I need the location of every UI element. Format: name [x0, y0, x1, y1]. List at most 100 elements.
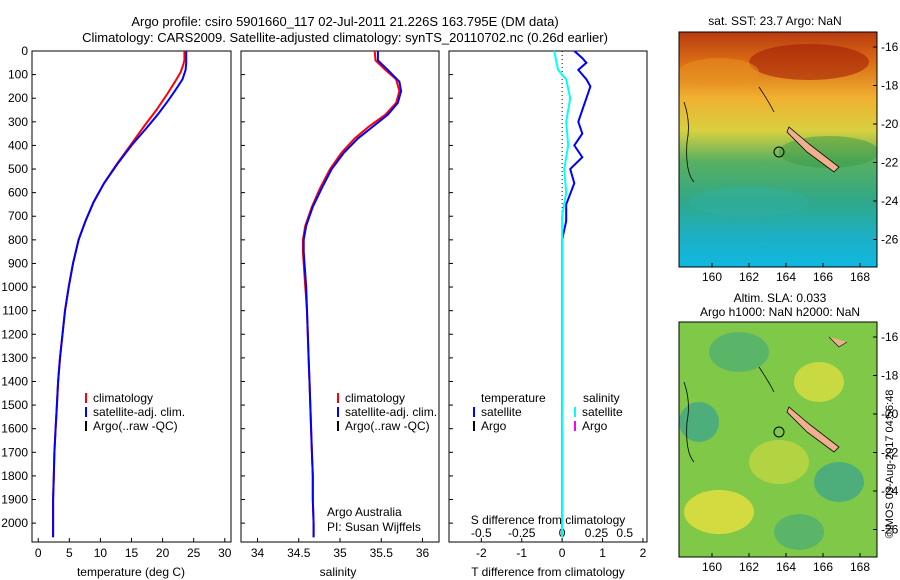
x-tick-label: 20	[156, 546, 170, 560]
series-line	[52, 51, 186, 538]
map-y-tick-label: -20	[881, 407, 899, 421]
map-y-tick-label: -24	[881, 194, 899, 208]
legend-entry: satellite	[481, 405, 522, 419]
salinity-plot: 34 34.5 35 35.5 36	[241, 50, 430, 560]
credit-stamp: ©IMOS 03-Aug-2017 04:56:48	[884, 390, 896, 539]
x-tick-label: 0	[35, 546, 42, 560]
x-tick-label: 34	[251, 546, 265, 560]
x-tick-label: 5	[66, 546, 73, 560]
y-tick-label: 200	[8, 91, 28, 105]
difference-plot: -2 -1 0 1 2-0.5 -0.25 0 0.25 0.5	[449, 50, 647, 560]
s-tick-label: -0.5	[471, 526, 492, 540]
x-tick-label: 35.5	[370, 546, 394, 560]
y-tick-label: 700	[8, 209, 28, 223]
map-x-tick-label: 168	[850, 270, 870, 284]
sla-map-title-1: Altim. SLA: 0.033	[734, 291, 827, 305]
y-tick-label: 1200	[1, 327, 28, 341]
map-x-tick-label: 160	[702, 560, 722, 574]
legend-entry: climatology	[345, 391, 405, 405]
salinity-xlabel: salinity	[320, 565, 357, 579]
legend-entry: satellite-adj. clim.	[345, 405, 437, 419]
y-tick-label: 400	[8, 138, 28, 152]
map-y-tick-label: -18	[881, 369, 899, 383]
legend-entry: satellite-adj. clim.	[93, 405, 185, 419]
series-line	[301, 50, 401, 538]
sst-map-image	[679, 32, 877, 267]
y-tick-label: 500	[8, 162, 28, 176]
map-x-tick-label: 162	[739, 270, 759, 284]
y-tick-label: 1500	[1, 398, 28, 412]
map-ticks: 160 162 164 166 168 -16 -18 -20 -22 -24 -26 160 162 1…	[702, 40, 899, 574]
salinity-annotation-2: PI: Susan Wijffels	[327, 520, 421, 534]
legend-title: temperature	[481, 391, 546, 405]
y-tick-label: 0	[21, 44, 28, 58]
map-x-tick-label: 168	[850, 560, 870, 574]
y-tick-label: 600	[8, 186, 28, 200]
s-tick-label: 0.25	[585, 526, 609, 540]
map-y-tick-label: -24	[881, 484, 899, 498]
map-x-tick-label: 164	[776, 560, 796, 574]
x-tick-label: 1	[599, 546, 606, 560]
difference-panel	[448, 50, 648, 543]
map-y-tick-label: -16	[881, 40, 899, 54]
s-tick-label: -0.25	[508, 526, 536, 540]
sla-map	[678, 321, 878, 558]
y-tick-label: 900	[8, 256, 28, 270]
legend-entry: Argo	[481, 419, 507, 433]
series-line	[52, 51, 188, 538]
y-tick-label: 1700	[1, 445, 28, 459]
y-tick-label: 1300	[1, 351, 28, 365]
x-tick-label: -1	[516, 546, 527, 560]
series-line	[553, 50, 572, 538]
x-tick-label: 30	[218, 546, 232, 560]
map-y-tick-label: -22	[881, 156, 899, 170]
y-tick-label: 1100	[2, 304, 28, 318]
s-tick-label: 0.5	[616, 526, 633, 540]
legend-entry: Argo(..raw -QC)	[345, 419, 430, 433]
map-y-tick-label: -26	[881, 233, 899, 247]
legend-entry: climatology	[93, 391, 153, 405]
map-y-tick-label: -18	[881, 79, 899, 93]
temperature-panel	[31, 50, 232, 543]
x-tick-label: 34.5	[287, 546, 311, 560]
x-tick-label: 2	[640, 546, 647, 560]
map-y-tick-label: -20	[881, 117, 899, 131]
difference-xlabel-top: S difference from climatology	[471, 513, 626, 527]
map-x-tick-label: 162	[739, 560, 759, 574]
y-tick-label: 1600	[1, 422, 28, 436]
sst-map-title: sat. SST: 23.7 Argo: NaN	[708, 14, 841, 28]
y-tick-label: 800	[8, 233, 28, 247]
sla-map-image	[679, 322, 877, 557]
map-x-tick-label: 160	[702, 270, 722, 284]
temperature-plot: 0 5 10 15 20 25 300100200300400500600700800900…	[1, 44, 231, 560]
x-tick-label: 36	[416, 546, 430, 560]
legend-title: salinity	[583, 391, 620, 405]
y-tick-label: 1400	[1, 374, 28, 388]
difference-xlabel: T difference from climatology	[471, 565, 625, 579]
y-tick-label: 1000	[1, 280, 28, 294]
title-line-2: Climatology: CARS2009. Satellite-adjuste…	[82, 30, 608, 45]
map-x-tick-label: 164	[776, 270, 796, 284]
y-tick-label: 300	[8, 115, 28, 129]
map-y-tick-label: -26	[881, 523, 899, 537]
legend-entry: Argo	[582, 419, 608, 433]
map-x-tick-label: 166	[813, 270, 833, 284]
x-tick-label: 0	[559, 546, 566, 560]
map-x-tick-label: 166	[813, 560, 833, 574]
y-tick-label: 1900	[1, 493, 28, 507]
series-line	[302, 51, 403, 538]
x-tick-label: 15	[125, 546, 139, 560]
x-tick-label: 10	[94, 546, 108, 560]
x-tick-label: 25	[187, 546, 201, 560]
title-line-1: Argo profile: csiro 5901660_117 02-Jul-2…	[131, 14, 558, 29]
legend-entry: satellite	[582, 405, 623, 419]
salinity-legend: climatology satellite-adj. clim. Argo(..…	[337, 391, 437, 433]
y-tick-label: 2000	[1, 516, 28, 530]
x-tick-label: 35	[333, 546, 347, 560]
y-tick-label: 1800	[1, 469, 28, 483]
sla-map-title-2: Argo h1000: NaN h2000: NaN	[700, 305, 860, 319]
map-y-tick-label: -16	[881, 330, 899, 344]
salinity-panel	[240, 50, 440, 543]
temperature-xlabel: temperature (deg C)	[77, 565, 185, 579]
